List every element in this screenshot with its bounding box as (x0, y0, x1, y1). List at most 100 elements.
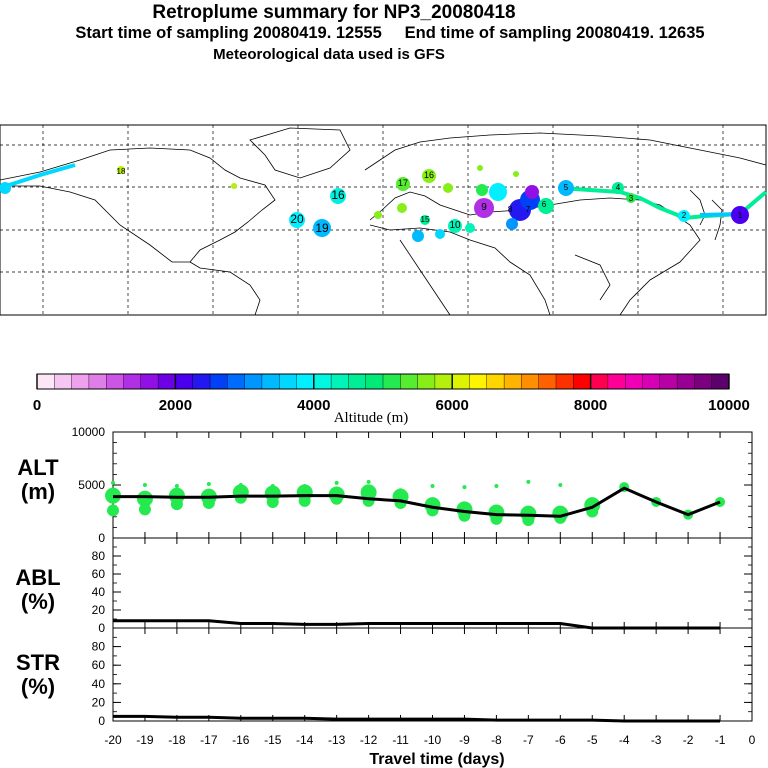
colorbar-cell (538, 373, 557, 390)
plume-cluster-marker (448, 219, 462, 233)
abl-ylabel-unit: (%) (21, 589, 55, 614)
cluster-label: 9 (481, 202, 487, 213)
start-time-label: Start time of sampling 20080419. 12555 (75, 24, 382, 42)
coastlines (0, 127, 767, 316)
colorbar-cell (244, 373, 263, 390)
world-map: 20 19 16 17 16 18 15 10 9 8 7 6 5 4 3 2 … (0, 124, 768, 316)
colorbar-cell (642, 373, 661, 390)
colorbar-cell (659, 373, 678, 390)
colorbar-tick-label: 10000 (708, 397, 750, 414)
colorbar-cell (36, 373, 55, 390)
colorbar-tick-label: 0 (33, 397, 41, 414)
alt-cluster-point (398, 488, 403, 493)
x-tick-label: -5 (587, 733, 598, 747)
colorbar-label: Altitude (m) (334, 410, 409, 426)
colorbar-cell (417, 373, 436, 390)
colorbar-cell (105, 373, 124, 390)
alt-cluster-point (526, 479, 531, 484)
plume-cluster-marker (396, 177, 410, 191)
x-tick-label: 0 (749, 733, 756, 747)
alt-cluster-point (520, 505, 537, 522)
plume-cluster-marker (477, 165, 483, 171)
colorbar-cell (521, 373, 540, 390)
plume-cluster-marker (525, 185, 539, 199)
y-tick-label: 40 (92, 677, 106, 691)
abl-line (113, 619, 721, 630)
colorbar-cell (676, 373, 695, 390)
x-tick-label: -20 (104, 733, 122, 747)
colorbar-cell (140, 373, 159, 390)
alt-cluster-point (142, 483, 147, 487)
cluster-label: 16 (424, 170, 434, 180)
x-tick-label: -7 (523, 733, 534, 747)
colorbar-cell (313, 373, 332, 390)
y-tick-label: 20 (92, 695, 106, 709)
plume-cluster-marker (231, 183, 237, 189)
colorbar-cell (711, 373, 730, 390)
plume-cluster-marker (513, 171, 519, 177)
alt-cluster-point (302, 484, 307, 489)
cluster-label: 2 (682, 211, 687, 220)
x-tick-label: -8 (491, 733, 502, 747)
time-series-panels: ALT (m) ABL (%) STR (%) 10000 5000 0 80 60 4… (15, 425, 755, 768)
colorbar-cell (694, 373, 713, 390)
colorbar-cell (503, 373, 522, 390)
colorbar-cell (261, 373, 280, 390)
y-tick-label: 80 (92, 549, 106, 563)
colorbar-ticks: 0 2000 4000 6000 8000 10000 (33, 374, 750, 414)
x-tick-label: -6 (555, 733, 566, 747)
cluster-label: 7 (526, 205, 531, 214)
colorbar-cell (227, 373, 246, 390)
colorbar-cell (88, 373, 107, 390)
x-tick-label: -12 (360, 733, 378, 747)
colorbar-cell (348, 373, 367, 390)
plume-cluster-marker (397, 203, 407, 213)
colorbar-cell (486, 373, 505, 390)
cluster-label: 20 (290, 212, 304, 226)
cluster-label: 19 (315, 221, 329, 235)
colorbar-cell (175, 373, 194, 390)
x-tick-label: -16 (232, 733, 250, 747)
colorbar-cell (123, 373, 142, 390)
abl-plot: 80 60 40 20 0 (92, 538, 753, 635)
y-tick-label: 0 (98, 531, 105, 545)
y-tick-label: 10000 (72, 425, 106, 439)
alt-cluster-point (430, 484, 435, 489)
alt-cluster-point (360, 484, 377, 501)
plume-cluster-marker (474, 198, 494, 218)
colorbar-cell (279, 373, 298, 390)
plume-cluster-marker (0, 182, 11, 194)
colorbar-tick-label: 2000 (159, 397, 192, 414)
plume-cluster-marker (374, 211, 382, 219)
x-tick-label: -14 (296, 733, 314, 747)
alt-cluster-point (168, 487, 185, 504)
plume-cluster-marker (538, 198, 554, 214)
cluster-label: 3 (629, 194, 634, 203)
plume-cluster-marker (117, 166, 125, 174)
x-axis-label: Travel time (days) (369, 751, 504, 768)
colorbar-cell (469, 373, 488, 390)
plume-cluster-marker (489, 183, 507, 201)
map-gridlines (0, 125, 766, 315)
plume-cluster-marker (435, 229, 445, 239)
str-line (113, 714, 721, 723)
alt-cluster-point (206, 481, 211, 486)
colorbar-cells (36, 373, 730, 390)
colorbar-cell (296, 373, 315, 390)
abl-panel-frame (112, 537, 753, 629)
plume-cluster-marker (626, 193, 636, 203)
chart-title: Retroplume summary for NP3_20080418 (152, 2, 516, 23)
alt-mean-line (113, 486, 721, 518)
x-tick-label: -1 (715, 733, 726, 747)
colorbar-tick-label: 4000 (297, 397, 330, 414)
cluster-label: 6 (542, 200, 547, 209)
colorbar-tick-label: 6000 (436, 397, 469, 414)
plume-clusters (0, 165, 749, 242)
colorbar-cell (209, 373, 228, 390)
y-tick-label: 0 (98, 714, 105, 728)
x-tick-label: -9 (459, 733, 470, 747)
x-axis: -20 -19 -18 -17 -16 -15 -14 -13 -12 -11 -10 -9 -8 -7-… (104, 733, 755, 747)
cluster-label: 16 (331, 188, 345, 202)
x-tick-label: -17 (200, 733, 218, 747)
x-tick-label: -10 (424, 733, 442, 747)
